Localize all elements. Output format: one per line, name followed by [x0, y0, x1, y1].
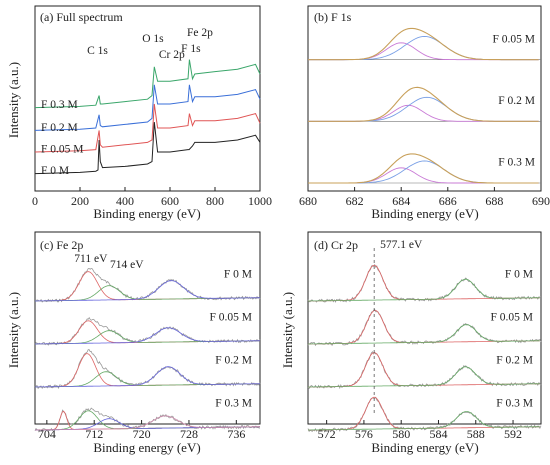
panel-c-component-2-2: [35, 366, 261, 388]
panel-d-series-label-3: F 0.3 M: [496, 397, 533, 409]
panel-d-frame: [307, 231, 542, 425]
panel-c-xtick-label-3: 728: [180, 427, 198, 441]
panel-c-annotation-1: 714 eV: [110, 259, 144, 271]
panel-a-annotation-2: Cr 2p: [159, 49, 185, 61]
panel-c-series-label-3: F 0.3 M: [215, 397, 252, 409]
panel-d-series-label-0: F 0 M: [505, 268, 533, 280]
panel-b-envelope-0: [308, 27, 539, 61]
panel-a-title: (a) Full spectrum: [40, 10, 123, 24]
panel-b-xtick-label-3: 686: [439, 194, 457, 208]
panel-a-series-label-3: F 0.3 M: [41, 99, 78, 111]
panel-b-title: (b) F 1s: [314, 10, 352, 24]
panel-c-title: (c) Fe 2p: [40, 238, 83, 252]
panel-b-envelope-2: [308, 153, 539, 184]
panel-d-xlabel: Binding energy (eV): [371, 440, 478, 455]
panel-a-series-2: [34, 84, 261, 131]
panel-a-series-label-2: F 0.2 M: [41, 122, 78, 134]
panel-a-annotation-4: Fe 2p: [187, 27, 213, 39]
panel-a-series-label-1: F 0.05 M: [41, 143, 84, 155]
panel-c-component-3-3: [35, 415, 261, 431]
panel-d-component-1-1: [308, 324, 540, 345]
panel-a-xtick-label-1: 200: [71, 194, 89, 208]
panel-d-component-0-1: [308, 278, 540, 302]
panel-d-xtick-label-4: 588: [467, 427, 485, 441]
panel-a-annotation-0: C 1s: [87, 45, 108, 57]
panel-c-component-1-2: [35, 327, 261, 345]
panel-c-spectrum-1: [34, 316, 261, 346]
panel-a-annotation-1: O 1s: [142, 33, 164, 45]
panel-d-ylabel: Intensity (a.u.): [280, 292, 295, 368]
panel-c-series-label-2: F 0.2 M: [215, 354, 252, 366]
panel-d-xtick-label-5: 592: [504, 427, 522, 441]
panel-c-frame: [34, 231, 261, 425]
panel-d-spectrum-2: [307, 351, 542, 390]
plot-layer: 0 200 400 600 800 1000 F 0 M F 0.05 M F 0.2 M F 0…: [32, 27, 550, 441]
panel-b-series-label-1: F 0.2 M: [498, 95, 535, 107]
panel-b-component-2-0: [308, 167, 539, 184]
panel-a-series-0: [34, 121, 261, 175]
panel-b-envelope-1: [308, 86, 539, 122]
panel-a-xtick-label-2: 400: [116, 194, 134, 208]
panel-d-xtick-label-0: 572: [318, 427, 336, 441]
panel-b-xlabel: Binding energy (eV): [371, 206, 478, 221]
panel-c-component-2-1: [35, 371, 261, 388]
panel-d-series-label-2: F 0.2 M: [496, 354, 533, 366]
panel-c-xtick-label-4: 736: [227, 427, 245, 441]
panel-c-ylabel: Intensity (a.u.): [6, 292, 21, 368]
panel-b-component-1-0: [308, 104, 539, 122]
panel-a-xtick-label-5: 1000: [248, 194, 272, 208]
panel-c-xlabel: Binding energy (eV): [93, 440, 200, 455]
panel-a-annotation-3: F 1s: [181, 43, 201, 55]
panel-a-ylabel: Intensity (a.u.): [6, 62, 21, 138]
panel-d-title: (d) Cr 2p: [314, 238, 358, 252]
panel-b-frame: [307, 5, 542, 192]
panel-b-xtick-label-4: 688: [485, 194, 503, 208]
panel-c-series-label-0: F 0 M: [224, 268, 252, 280]
panel-a-xtick-label-3: 600: [161, 194, 179, 208]
panel-c-xtick-label-2: 720: [133, 427, 151, 441]
panel-a-series-label-0: F 0 M: [41, 165, 69, 177]
panel-a-series-1: [34, 103, 261, 153]
panel-b-xtick-label-5: 690: [532, 194, 550, 208]
panel-b-series-label-2: F 0.3 M: [498, 157, 535, 169]
panel-d-xtick-label-1: 576: [355, 427, 373, 441]
panel-c-xtick-label-0: 704: [38, 427, 56, 441]
panel-d-series-label-1: F 0.05 M: [491, 311, 534, 323]
panel-d-spectrum-3: [307, 396, 542, 432]
panel-a-xlabel: Binding energy (eV): [93, 206, 200, 221]
panel-c-series-label-1: F 0.05 M: [210, 311, 253, 323]
panel-d-xtick-label-3: 584: [429, 427, 447, 441]
panel-a-xtick-label-0: 0: [32, 194, 38, 208]
panel-c-component-0-2: [35, 280, 261, 302]
panel-b-xtick-label-0: 680: [299, 194, 317, 208]
panel-c-annotation-0: 711 eV: [74, 253, 108, 265]
panel-d-xtick-label-2: 580: [392, 427, 410, 441]
panel-a-series-3: [34, 59, 261, 109]
panel-a-xtick-label-4: 800: [206, 194, 224, 208]
panel-d-component-3-1: [308, 411, 540, 431]
panel-d-component-2-1: [308, 366, 540, 388]
panel-b-xtick-label-2: 684: [392, 194, 410, 208]
panel-b-xtick-label-1: 682: [346, 194, 364, 208]
panel-b-series-label-0: F 0.05 M: [493, 33, 536, 45]
panel-c-xtick-label-1: 712: [85, 427, 103, 441]
panel-d-annotation-0: 577.1 eV: [380, 239, 423, 251]
